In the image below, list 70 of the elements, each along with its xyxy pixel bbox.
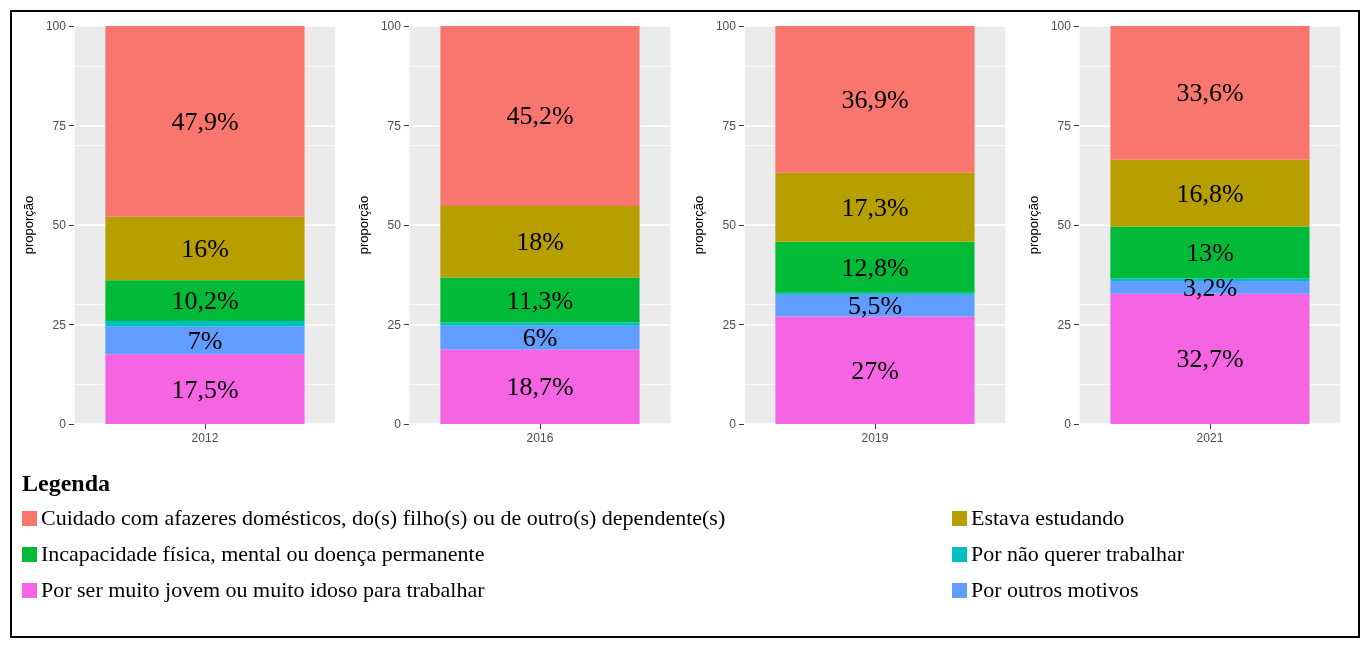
bar (105, 216, 305, 281)
data-label: 32,7% (1176, 344, 1244, 374)
y-tick-label: 50 (722, 218, 737, 232)
legend-label: Por não querer trabalhar (971, 541, 1185, 567)
y-axis-title: proporção (691, 195, 706, 255)
data-label: 36,9% (841, 84, 909, 114)
y-tick-label: 50 (387, 218, 402, 232)
y-tick-label: 50 (1057, 218, 1072, 232)
y-tick-label: 100 (45, 19, 67, 33)
y-tick-label: 25 (722, 317, 737, 332)
data-label: 45,2% (506, 101, 574, 131)
legend-title: Legenda (22, 470, 111, 497)
bar (775, 172, 975, 242)
y-tick-label: 100 (380, 19, 402, 33)
legend-label: Por outros motivos (971, 577, 1139, 603)
data-label: 47,9% (171, 106, 239, 136)
data-label: 33,6% (1176, 78, 1244, 108)
y-tick-label: 75 (387, 118, 402, 133)
bar (105, 326, 305, 355)
data-label: 6% (522, 323, 558, 353)
data-label: 10,2% (171, 286, 239, 316)
y-tick-label: 75 (1057, 118, 1072, 133)
bar (440, 277, 640, 323)
y-tick-label: 25 (52, 317, 67, 332)
x-tick-label: 2019 (861, 431, 889, 445)
bar (105, 354, 305, 424)
legend-label: Estava estudando (971, 505, 1125, 531)
y-tick-label: 25 (1057, 317, 1072, 332)
data-label: 7% (187, 325, 223, 355)
y-tick-label: 100 (715, 19, 737, 33)
y-axis-title: proporção (21, 195, 36, 255)
bar (440, 322, 640, 326)
y-tick-label: 100 (1050, 19, 1072, 33)
data-label: 13% (1186, 237, 1234, 267)
data-label: 5,5% (847, 291, 903, 321)
y-tick-label: 25 (387, 317, 402, 332)
x-tick-label: 2012 (191, 431, 219, 445)
data-label: 18% (516, 227, 564, 257)
y-tick-label: 50 (52, 218, 67, 232)
data-label: 16% (181, 233, 229, 263)
y-tick-label: 75 (52, 118, 67, 133)
legend-label: Incapacidade física, mental ou doença permanente (41, 541, 485, 567)
bar (105, 320, 305, 327)
data-label: 17,5% (171, 374, 239, 404)
data-label: 17,3% (841, 192, 909, 222)
y-tick-label: 0 (394, 417, 402, 431)
bar (775, 241, 975, 293)
legend-label: Por ser muito jovem ou muito idoso para trabalhar (41, 577, 485, 603)
y-tick-label: 75 (722, 118, 737, 133)
bar (440, 325, 640, 350)
x-tick-label: 2016 (526, 431, 554, 445)
y-axis-title: proporção (356, 195, 371, 255)
y-tick-label: 0 (729, 417, 737, 431)
bar (775, 316, 975, 424)
bar (440, 349, 640, 424)
bar (1110, 226, 1310, 279)
data-label: 16,8% (1176, 178, 1244, 208)
data-label: 11,3% (506, 285, 574, 315)
bar (1110, 159, 1310, 227)
bar (105, 280, 305, 321)
data-label: 27% (851, 355, 899, 385)
legend-label: Cuidado com afazeres domésticos, do(s) filho(s) ou de outro(s) dependente(s) (41, 505, 726, 531)
data-label: 12,8% (841, 252, 909, 282)
x-tick-label: 2021 (1196, 431, 1224, 445)
data-label: 18,7% (506, 372, 574, 402)
bar (440, 205, 640, 278)
bar (775, 294, 975, 317)
y-tick-label: 0 (59, 417, 67, 431)
y-tick-label: 0 (1064, 417, 1072, 431)
y-axis-title: proporção (1026, 195, 1041, 255)
